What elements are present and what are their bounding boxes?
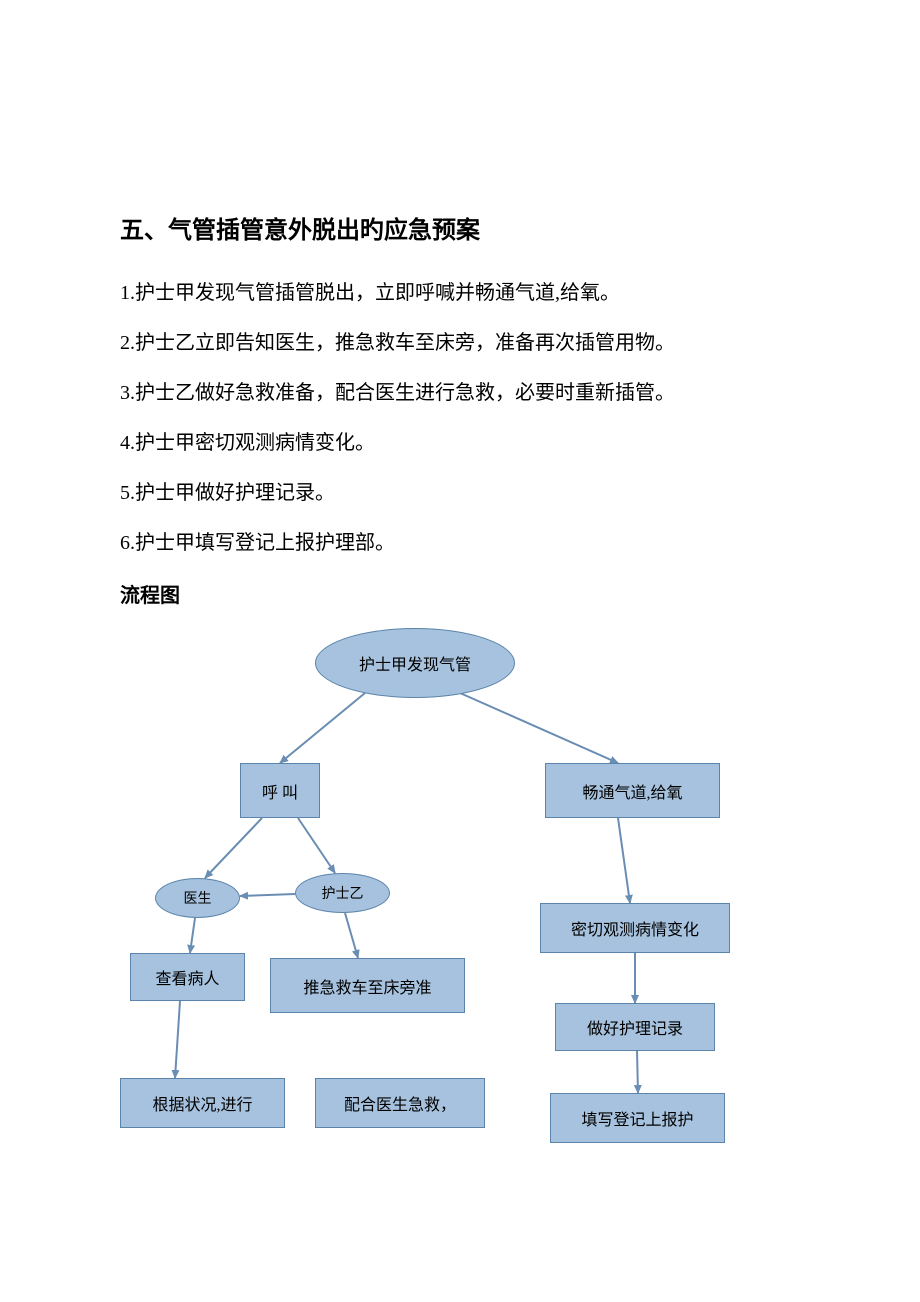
flowchart-node-start: 护士甲发现气管 bbox=[315, 628, 515, 698]
page-title: 五、气管插管意外脱出旳应急预案 bbox=[120, 210, 820, 245]
flowchart-node-examine: 查看病人 bbox=[130, 953, 245, 1001]
flowchart-node-record: 做好护理记录 bbox=[555, 1003, 715, 1051]
flowchart-node-doctor: 医生 bbox=[155, 878, 240, 918]
list-item: 3.护士乙做好急救准备，配合医生进行急救，必要时重新插管。 bbox=[120, 379, 820, 407]
list-item: 4.护士甲密切观测病情变化。 bbox=[120, 429, 820, 457]
flowchart-node-report: 填写登记上报护 bbox=[550, 1093, 725, 1143]
list-item: 2.护士乙立即告知医生，推急救车至床旁，准备再次插管用物。 bbox=[120, 329, 820, 357]
list-item: 5.护士甲做好护理记录。 bbox=[120, 479, 820, 507]
flowchart-node-call: 呼 叫 bbox=[240, 763, 320, 818]
flowchart-node-nurseB: 护士乙 bbox=[295, 873, 390, 913]
flowchart-heading: 流程图 bbox=[120, 579, 820, 608]
flowchart: 护士甲发现气管呼 叫 畅通气道,给氧医生 护士乙查看病人推急救车至床旁准 密切观测病情… bbox=[120, 618, 820, 1178]
flowchart-node-act: 根据状况,进行 bbox=[120, 1078, 285, 1128]
list-item: 6.护士甲填写登记上报护理部。 bbox=[120, 529, 820, 557]
flowchart-node-airway: 畅通气道,给氧 bbox=[545, 763, 720, 818]
flowchart-node-cart: 推急救车至床旁准 bbox=[270, 958, 465, 1013]
flowchart-node-monitor: 密切观测病情变化 bbox=[540, 903, 730, 953]
list-item: 1.护士甲发现气管插管脱出，立即呼喊并畅通气道,给氧。 bbox=[120, 279, 820, 307]
flowchart-node-assist: 配合医生急救， bbox=[315, 1078, 485, 1128]
